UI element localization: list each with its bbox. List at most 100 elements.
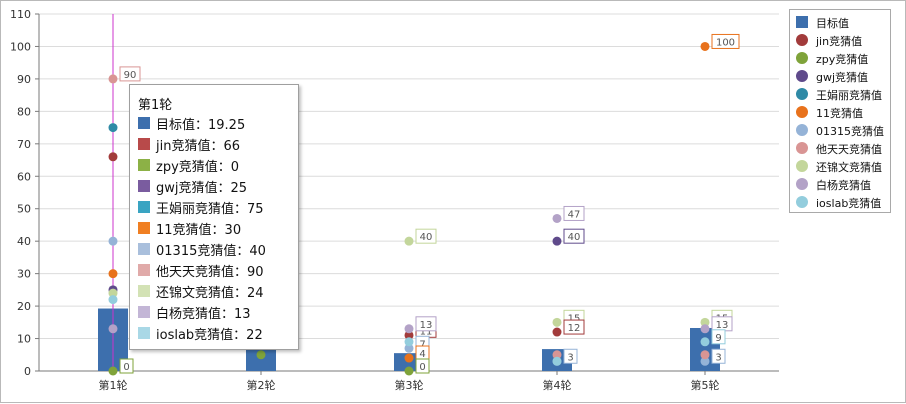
data-point [700, 350, 710, 360]
tooltip-row-text: 王娟丽竞猜值：75 [156, 202, 264, 217]
data-label: 7 [419, 339, 425, 350]
legend-item[interactable]: 白杨竞猜值 [790, 176, 890, 194]
tooltip-row-text: 01315竞猜值：40 [156, 244, 266, 259]
tooltip-row-text: 他天天竞猜值：90 [156, 265, 264, 280]
data-point [108, 295, 118, 305]
hover-tooltip: 第1轮 目标值：19.25 jin竞猜值：66 zpy竞猜值：0 gwj竞猜值：… [129, 84, 299, 350]
data-label-box [415, 358, 430, 374]
data-label-box [119, 358, 134, 374]
data-point [404, 343, 414, 353]
data-point [700, 41, 710, 51]
y-tick-label: 110 [10, 8, 31, 21]
data-point [404, 324, 414, 334]
legend-label: jin竞猜值 [816, 35, 863, 48]
legend-label: gwj竞猜值 [816, 71, 869, 84]
tooltip-swatch-icon [138, 306, 150, 318]
data-label-box [415, 316, 437, 332]
legend-label: zpy竞猜值 [816, 53, 869, 66]
legend-item[interactable]: 目标值 [790, 14, 890, 32]
data-label: 11 [420, 326, 433, 337]
legend-swatch-icon [796, 34, 808, 46]
x-tick-label: 第1轮 [99, 378, 128, 392]
y-tick-label: 20 [17, 300, 31, 313]
tooltip-row-text: gwj竞猜值：25 [156, 181, 248, 196]
data-point [256, 350, 266, 360]
data-label: 9 [715, 333, 721, 344]
x-tick-label: 第3轮 [395, 378, 424, 392]
data-point [108, 152, 118, 162]
data-point [700, 337, 710, 347]
legend-label: 还锦文竞猜值 [816, 161, 882, 174]
data-point [108, 366, 118, 376]
data-label: 47 [568, 209, 581, 220]
data-label: 3 [715, 352, 721, 363]
legend-label: ioslab竞猜值 [816, 197, 882, 210]
tooltip-row-text: 目标值：19.25 [156, 118, 246, 133]
legend-swatch-icon [796, 16, 808, 28]
data-point [108, 269, 118, 279]
y-tick-label: 30 [17, 268, 31, 281]
data-label: 40 [420, 232, 433, 243]
y-tick-label: 40 [17, 235, 31, 248]
data-label-box [711, 33, 740, 49]
data-label-box [563, 319, 585, 335]
tooltip-row-text: 11竞猜值：30 [156, 223, 242, 238]
legend-swatch-icon [796, 70, 808, 82]
legend-item[interactable]: 11竞猜值 [790, 104, 890, 122]
tooltip-title: 第1轮 [138, 98, 173, 113]
data-point [108, 74, 118, 84]
tooltip-row-text: jin竞猜值：66 [156, 139, 241, 154]
data-label: 3 [567, 352, 573, 363]
legend-swatch-icon [796, 88, 808, 100]
data-label: 0 [123, 362, 129, 373]
tooltip-swatch-icon [138, 222, 150, 234]
data-point [552, 236, 562, 246]
tooltip-row-text: ioslab竞猜值：22 [156, 328, 263, 343]
data-label-box [711, 348, 726, 364]
legend-label: 11竞猜值 [816, 107, 863, 120]
legend-label: 王娟丽竞猜值 [816, 89, 882, 102]
legend-item[interactable]: ioslab竞猜值 [790, 194, 890, 212]
legend-item[interactable]: 他天天竞猜值 [790, 140, 890, 158]
data-point [552, 213, 562, 223]
data-label-box [563, 205, 585, 221]
tooltip-swatch-icon [138, 159, 150, 171]
legend-label: 目标值 [816, 17, 849, 30]
data-label-box [415, 228, 437, 244]
legend-label: 他天天竞猜值 [816, 143, 882, 156]
legend-swatch-icon [796, 142, 808, 154]
data-point [404, 366, 414, 376]
legend-item[interactable]: 01315竞猜值 [790, 122, 890, 140]
tooltip-row-text: zpy竞猜值：0 [156, 160, 240, 175]
tooltip-row-text: 还锦文竞猜值：24 [156, 286, 264, 301]
data-point [108, 324, 118, 334]
data-point [404, 330, 414, 340]
x-tick-label: 第5轮 [691, 378, 720, 392]
data-label: 100 [716, 37, 735, 48]
tooltip-swatch-icon [138, 201, 150, 213]
data-point [404, 337, 414, 347]
y-tick-label: 60 [17, 170, 31, 183]
legend-label: 白杨竞猜值 [816, 179, 871, 192]
legend-item[interactable]: gwj竞猜值 [790, 68, 890, 86]
x-tick-label: 第2轮 [247, 378, 276, 392]
legend-item[interactable]: 还锦文竞猜值 [790, 158, 890, 176]
legend-swatch-icon [796, 160, 808, 172]
legend-swatch-icon [796, 106, 808, 118]
data-label-box [119, 66, 141, 82]
legend-item[interactable]: zpy竞猜值 [790, 50, 890, 68]
legend-swatch-icon [796, 124, 808, 136]
legend-swatch-icon [796, 178, 808, 190]
data-point [700, 324, 710, 334]
tooltip-swatch-icon [138, 138, 150, 150]
tooltip-swatch-icon [138, 327, 150, 339]
data-point [404, 353, 414, 363]
data-label: 12 [568, 323, 581, 334]
y-tick-label: 80 [17, 105, 31, 118]
legend-item[interactable]: jin竞猜值 [790, 32, 890, 50]
data-point [552, 350, 562, 360]
legend-item[interactable]: 王娟丽竞猜值 [790, 86, 890, 104]
y-tick-label: 90 [17, 73, 31, 86]
